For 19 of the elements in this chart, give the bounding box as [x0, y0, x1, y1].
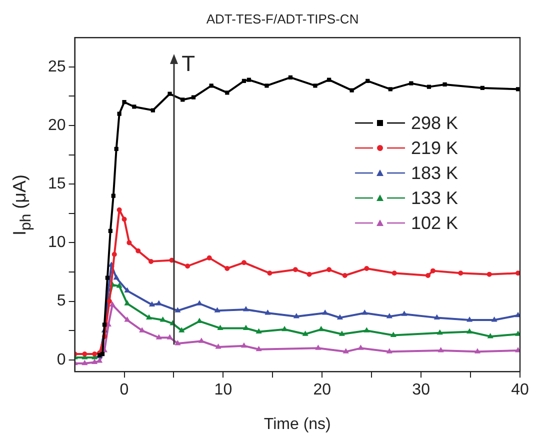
y-tick-label: 20	[48, 116, 66, 134]
x-tick-label: 10	[214, 382, 232, 399]
annotation: T	[182, 50, 196, 77]
y-tick-label: 10	[48, 234, 66, 252]
legend-label: 133 K	[411, 188, 458, 209]
y-tick-label: 25	[48, 58, 66, 76]
legend-label: 102 K	[411, 212, 458, 234]
legend-label: 219 K	[411, 138, 458, 159]
x-tick-label: 20	[313, 382, 332, 399]
x-tick-label: 40	[511, 382, 529, 399]
legend-label: 183 K	[411, 162, 458, 184]
chart-title: ADT-TES-F/ADT-TIPS-CN	[206, 11, 359, 26]
y-tick-label: 15	[48, 175, 66, 192]
x-axis-title: Time (ns)	[264, 416, 331, 433]
x-tick-label: 0	[120, 382, 129, 399]
legend-label: 298 K	[411, 112, 458, 134]
x-tick-label: 30	[412, 382, 430, 399]
y-tick-label: 5	[56, 292, 66, 310]
y-tick-label: 0	[56, 351, 66, 368]
